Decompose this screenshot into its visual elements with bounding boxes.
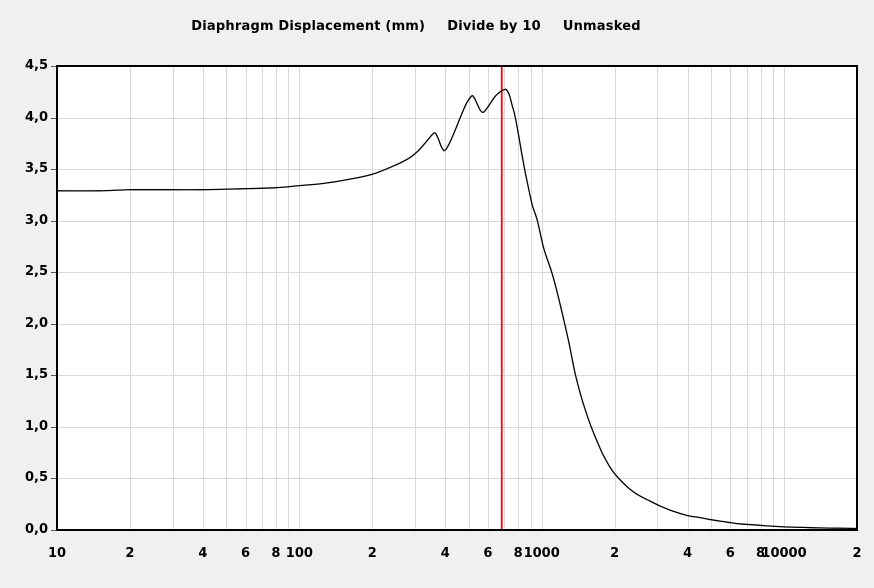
chart-title: Diaphragm Displacement (mm) Divide by 10 U…: [0, 19, 832, 34]
y-tick-label: 0,5: [24, 470, 48, 486]
x-tick-label: 6: [483, 546, 493, 561]
x-tick-label: 1000: [523, 546, 560, 561]
y-tick-marks: [51, 66, 56, 531]
chart-title-main: Diaphragm Displacement (mm): [191, 19, 426, 34]
y-tick-label: 1,5: [24, 367, 48, 383]
x-tick-label: 4: [440, 546, 450, 561]
grid-lines: [57, 66, 857, 530]
x-tick-label: 6: [725, 546, 735, 561]
y-tick-label: 1,0: [24, 418, 48, 434]
y-tick-label: 2,0: [24, 315, 48, 331]
chart-title-mask-note: Unmasked: [562, 19, 641, 34]
y-tick-label: 3,0: [24, 212, 48, 228]
x-tick-label: 4: [683, 546, 693, 561]
y-tick-label: 3,5: [24, 161, 48, 177]
y-tick-label: 4,0: [24, 109, 48, 125]
y-tick-label: 2,5: [24, 264, 48, 280]
chart-title-scale-note: Divide by 10: [447, 19, 541, 34]
y-tick-label: 0,0: [24, 522, 48, 537]
x-tick-label: 10: [47, 546, 67, 561]
x-tick-label: 2: [125, 546, 135, 561]
x-tick-label: 8: [513, 546, 523, 561]
x-tick-label: 4: [198, 546, 208, 561]
x-tick-label: 2: [610, 546, 620, 561]
plot-background: [57, 66, 857, 530]
x-tick-label: 8: [271, 546, 281, 561]
x-tick-label: 8: [756, 546, 766, 561]
y-tick-label: 4,5: [24, 58, 48, 73]
x-tick-label: 2: [852, 546, 862, 561]
displacement-curve: [56, 88, 858, 530]
plot-border: [56, 65, 858, 531]
x-tick-label: 100: [285, 546, 313, 561]
x-tick-label: 10000: [761, 546, 807, 561]
x-tick-label: 2: [367, 546, 377, 561]
x-tick-label: 6: [241, 546, 251, 561]
